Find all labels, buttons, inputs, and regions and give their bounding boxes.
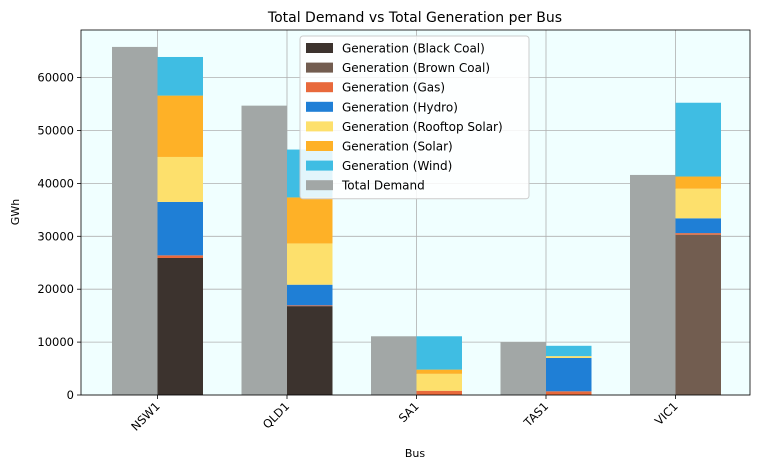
bar-generation-solar-vic1 [675,176,721,189]
bar-generation-hydro-qld1 [287,284,333,306]
x-axis: NSW1 QLD1 SA1 TAS1 VIC1 [128,395,681,434]
bar-generation-solar-nsw1 [157,95,203,157]
legend-label-generation-rooftop-solar: Generation (Rooftop Solar) [342,120,503,134]
y-tick-label: 20000 [37,282,74,296]
bar-total-demand-sa1 [371,336,417,395]
legend: Generation (Black Coal) Generation (Brown… [299,35,530,200]
legend-swatch-generation-rooftop-solar [306,121,333,132]
bar-generation-wind-sa1 [416,336,462,370]
bar-total-demand-vic1 [630,174,676,395]
legend-label-generation-gas: Generation (Gas) [342,81,445,95]
legend-box [299,35,530,200]
legend-swatch-generation-black-coal [306,43,333,53]
x-tick-label-sa1: SA1 [396,399,422,425]
legend-label-generation-wind: Generation (Wind) [342,159,452,173]
bar-generation-gas-tas1 [546,391,592,395]
y-axis: 0 10000 20000 30000 40000 50000 60000 [37,71,81,402]
legend-label-generation-brown-coal: Generation (Brown Coal) [342,61,490,75]
bar-generation-hydro-vic1 [675,218,721,234]
bar-total-demand-tas1 [500,342,546,395]
bar-total-demand-nsw1 [112,46,158,395]
plot-frame [80,29,751,396]
y-axis-label: GWh [9,199,22,225]
legend-label-generation-solar: Generation (Solar) [342,140,453,154]
chart-title: Total Demand vs Total Generation per Bus [267,10,562,26]
legend-swatch-generation-hydro [306,101,333,112]
bar-generation-black-coal-qld1 [287,306,333,395]
legend-swatch-generation-wind [306,160,333,171]
bar-generation-wind-vic1 [675,102,721,177]
legend-label-total-demand: Total Demand [341,179,425,193]
y-tick-label: 10000 [37,335,74,349]
bar-generation-gas-vic1 [675,233,721,235]
legend-swatch-generation-solar [306,141,333,151]
bar-generation-solar-sa1 [416,369,462,374]
bar-generation-gas-qld1 [287,305,333,307]
bar-generation-gas-nsw1 [157,255,203,258]
legend-swatch-generation-brown-coal [306,62,333,73]
bar-generation-rooftop-solar-vic1 [675,188,721,219]
y-tick-label: 60000 [37,71,74,85]
bar-generation-rooftop-solar-sa1 [416,373,462,391]
bar-generation-rooftop-solar-tas1 [546,356,592,358]
y-tick-label: 30000 [37,229,74,243]
x-axis-label: Bus [405,447,426,460]
y-tick-label: 50000 [37,124,74,138]
x-tick-label-nsw1: NSW1 [128,399,162,433]
y-tick-label: 40000 [37,176,74,190]
bar-generation-gas-sa1 [416,390,462,395]
legend-swatch-generation-gas [306,82,333,93]
bars [112,46,721,395]
bar-generation-rooftop-solar-qld1 [287,243,333,285]
bar-generation-rooftop-solar-nsw1 [157,156,203,202]
bar-generation-hydro-nsw1 [157,201,203,256]
x-tick-label-tas1: TAS1 [520,399,551,430]
legend-label-generation-black-coal: Generation (Black Coal) [342,42,485,56]
legend-label-generation-hydro: Generation (Hydro) [342,100,458,114]
legend-swatch-total-demand [306,180,333,191]
bar-generation-hydro-tas1 [546,357,592,392]
x-tick-label-vic1: VIC1 [652,399,681,428]
bar-generation-wind-tas1 [546,345,592,357]
bar-generation-solar-qld1 [287,197,333,244]
bar-total-demand-qld1 [241,105,287,395]
y-tick-label: 0 [67,388,74,402]
bar-generation-wind-nsw1 [157,56,203,96]
bar-generation-black-coal-nsw1 [157,257,203,395]
x-tick-label-qld1: QLD1 [260,399,292,431]
bar-generation-brown-coal-vic1 [675,234,721,395]
